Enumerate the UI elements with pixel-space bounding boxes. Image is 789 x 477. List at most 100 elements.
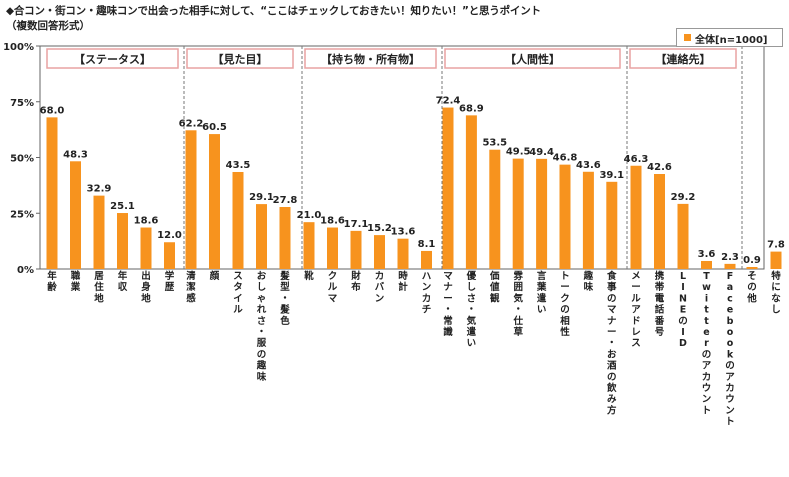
bar <box>164 242 175 269</box>
bar <box>185 130 197 269</box>
data-label: 68.9 <box>459 103 484 114</box>
data-label: 18.6 <box>320 216 345 227</box>
category-label: 出身地 <box>141 270 151 304</box>
bar <box>46 117 58 269</box>
data-label: 43.5 <box>226 160 251 171</box>
category-label: カバン <box>375 271 385 304</box>
bar <box>421 250 432 269</box>
group-label-box <box>304 48 437 69</box>
bar <box>559 164 571 269</box>
category-label: スタイル <box>233 271 243 316</box>
data-label: 39.1 <box>599 170 624 181</box>
category-label: マナー・常識 <box>443 271 453 338</box>
group-label-box <box>186 48 294 69</box>
y-tick-label: 50% <box>10 154 34 165</box>
data-label: 13.6 <box>391 227 416 238</box>
bar <box>701 260 712 269</box>
bar <box>724 263 736 269</box>
y-tick-label: 0% <box>17 265 34 276</box>
data-label: 21.0 <box>297 210 322 221</box>
chart-title: ◆合コン・街コン・趣味コンで出会った相手に対して、“ここはチェックしておきたい！… <box>6 5 541 17</box>
bar <box>327 227 338 269</box>
chart-subtitle: （複数回答形式） <box>6 20 90 32</box>
category-label: 学歴 <box>165 270 175 293</box>
category-label: 趣味 <box>583 270 594 293</box>
bar <box>209 134 220 269</box>
category-label: 居住地 <box>94 271 104 304</box>
group-label: 【持ち物・所有物】 <box>321 52 420 66</box>
bar <box>746 266 758 269</box>
legend: 全体[n=1000] <box>676 28 783 47</box>
bar <box>582 171 594 269</box>
category-label: おしゃれさ・服の趣味 <box>256 271 267 383</box>
category-label: ハンカチ <box>422 271 432 316</box>
data-label: 0.9 <box>743 255 761 266</box>
data-label: 68.0 <box>40 105 65 116</box>
data-label: 49.5 <box>506 147 531 158</box>
category-label: クルマ <box>328 271 338 304</box>
group-label: 【見た目】 <box>213 53 268 66</box>
data-label: 46.8 <box>553 153 578 164</box>
bar <box>350 230 362 269</box>
bar <box>117 213 128 269</box>
data-label: 15.2 <box>367 223 392 234</box>
bar <box>397 238 409 269</box>
y-tick-label: 25% <box>10 209 34 220</box>
data-label: 25.1 <box>110 201 135 212</box>
group-label: 【人間性】 <box>505 52 560 66</box>
category-label: 髪型・髪色 <box>279 270 290 327</box>
data-label: 43.6 <box>576 160 601 171</box>
category-label: 言葉遣い <box>536 270 547 316</box>
data-label: 42.6 <box>647 162 672 173</box>
category-label: メールアドレス <box>631 271 641 349</box>
category-label: 特になし <box>771 270 781 316</box>
data-label: 49.4 <box>529 147 554 158</box>
category-label: 価値観 <box>489 270 500 304</box>
y-tick-label: 100% <box>3 42 34 53</box>
data-label: 29.1 <box>249 192 274 203</box>
group-label-box <box>444 48 621 69</box>
data-label: 27.8 <box>273 195 298 206</box>
bar <box>93 195 105 269</box>
data-label: 17.1 <box>344 219 369 230</box>
category-label: 年収 <box>118 270 128 293</box>
data-label: 62.2 <box>179 118 204 129</box>
group-label: 【連絡先】 <box>656 52 711 66</box>
data-label: 8.1 <box>418 239 436 250</box>
bar <box>465 115 477 269</box>
y-tick-label: 75% <box>10 98 34 109</box>
bar <box>654 174 665 269</box>
data-label: 72.4 <box>436 96 461 107</box>
category-label: 職業 <box>70 270 81 293</box>
category-label: 時計 <box>398 270 408 293</box>
bar <box>374 235 385 269</box>
data-label: 60.5 <box>202 122 227 133</box>
category-label: 食事のマナー・お酒の飲み方 <box>606 270 617 416</box>
data-label: 29.2 <box>671 192 696 203</box>
category-label: 雰囲気・仕草 <box>512 270 523 338</box>
bar <box>279 207 291 269</box>
category-label: 清潔感 <box>186 270 196 304</box>
category-label: 靴 <box>304 270 314 282</box>
data-label: 46.3 <box>624 154 649 165</box>
bar <box>630 165 642 269</box>
data-label: 32.9 <box>87 184 112 195</box>
group-label-box <box>46 48 179 69</box>
group-label: 【ステータス】 <box>74 53 151 66</box>
data-label: 2.3 <box>721 252 739 263</box>
bar <box>677 203 689 269</box>
category-label: 優しさ・気遣い <box>466 270 477 349</box>
data-label: 48.3 <box>63 149 88 160</box>
bar <box>536 158 548 269</box>
category-label: 年齢 <box>47 270 57 293</box>
category-label: 顔 <box>209 270 220 282</box>
bar <box>512 158 524 269</box>
category-label: トークの相性 <box>560 271 570 338</box>
data-label: 53.5 <box>482 138 507 149</box>
bar <box>256 204 267 269</box>
category-label: 財布 <box>350 270 361 293</box>
data-label: 3.6 <box>698 249 716 260</box>
